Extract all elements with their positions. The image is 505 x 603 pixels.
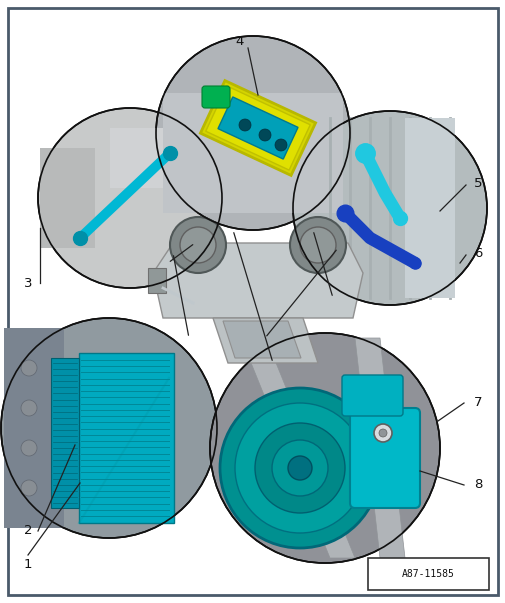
Circle shape (180, 227, 216, 263)
Ellipse shape (38, 108, 222, 288)
Circle shape (238, 119, 250, 131)
Circle shape (21, 360, 37, 376)
FancyBboxPatch shape (341, 375, 402, 416)
Circle shape (21, 480, 37, 496)
Circle shape (378, 429, 386, 437)
FancyBboxPatch shape (147, 268, 166, 293)
Ellipse shape (210, 333, 439, 563)
Polygon shape (244, 348, 355, 558)
Text: 4: 4 (235, 34, 244, 48)
Polygon shape (153, 243, 362, 318)
Text: 3: 3 (24, 277, 32, 289)
Text: 2: 2 (24, 525, 32, 537)
Polygon shape (355, 338, 404, 558)
Text: 6: 6 (473, 247, 481, 259)
FancyBboxPatch shape (404, 118, 454, 298)
FancyBboxPatch shape (79, 353, 174, 523)
Circle shape (289, 217, 345, 273)
FancyBboxPatch shape (40, 148, 95, 248)
Polygon shape (223, 321, 300, 358)
Text: 1: 1 (24, 558, 32, 572)
Text: A87-11585: A87-11585 (401, 569, 454, 579)
FancyBboxPatch shape (201, 86, 230, 108)
Ellipse shape (1, 318, 217, 538)
FancyBboxPatch shape (110, 128, 189, 188)
Ellipse shape (292, 111, 486, 305)
Text: 8: 8 (473, 479, 481, 491)
Circle shape (234, 403, 364, 533)
FancyBboxPatch shape (349, 408, 419, 508)
Circle shape (373, 424, 391, 442)
Circle shape (259, 129, 271, 141)
FancyBboxPatch shape (368, 558, 488, 590)
Circle shape (21, 440, 37, 456)
FancyBboxPatch shape (8, 8, 497, 595)
FancyBboxPatch shape (51, 358, 79, 508)
FancyBboxPatch shape (163, 93, 342, 213)
FancyBboxPatch shape (4, 328, 64, 528)
Circle shape (272, 440, 327, 496)
Text: 5: 5 (473, 177, 481, 189)
Polygon shape (206, 86, 310, 170)
Circle shape (220, 388, 379, 548)
Polygon shape (200, 81, 315, 175)
Polygon shape (213, 318, 317, 363)
Text: 7: 7 (473, 397, 481, 409)
Circle shape (274, 139, 286, 151)
Circle shape (21, 400, 37, 416)
Circle shape (255, 423, 344, 513)
Circle shape (170, 217, 226, 273)
Polygon shape (218, 97, 297, 159)
Circle shape (299, 227, 335, 263)
Ellipse shape (156, 36, 349, 230)
Circle shape (287, 456, 312, 480)
